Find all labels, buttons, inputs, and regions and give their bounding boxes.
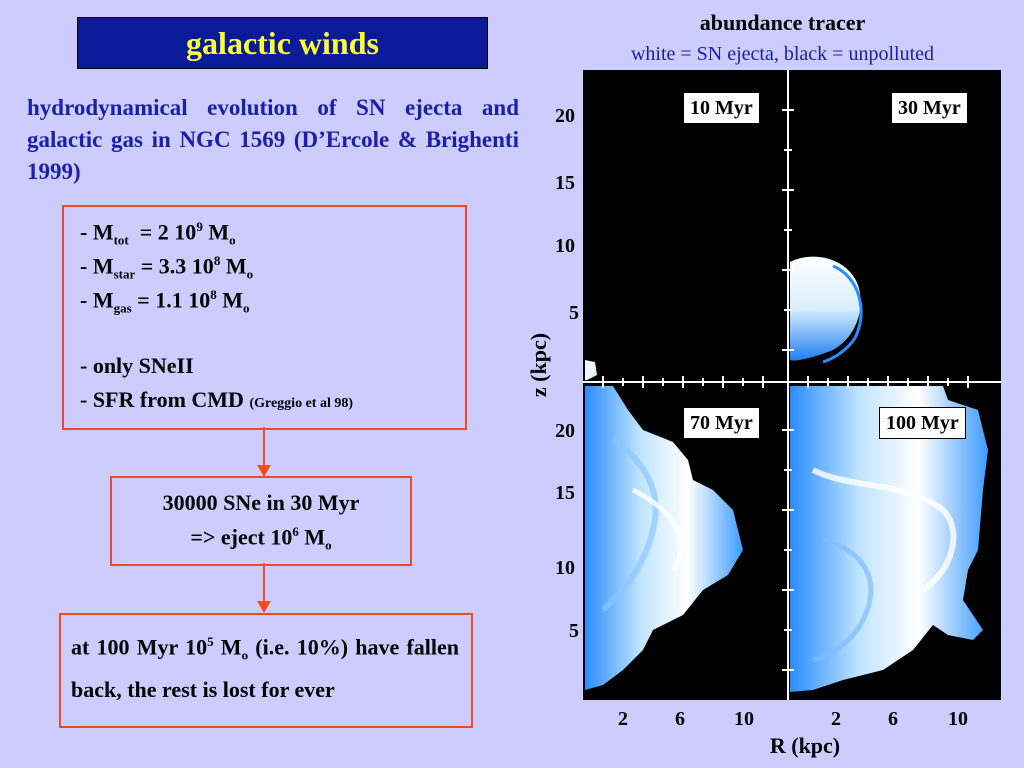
y-axis-label: z (kpc) <box>526 332 551 398</box>
result-box: at 100 Myr 105 Mo (i.e. 10%) have fallen… <box>59 613 473 728</box>
panel-70myr-gas <box>585 386 743 690</box>
title-banner: galactic winds <box>77 17 488 69</box>
panel-label-10myr: 10 Myr <box>683 92 760 124</box>
simulation-panels <box>583 70 1001 700</box>
sfr-line: - SFR from CMD (Greggio et al 98) <box>80 387 353 412</box>
plot-subtitle: white = SN ejecta, black = unpolluted <box>630 43 935 65</box>
arrow-2-line <box>263 563 265 603</box>
mgas-line: - Mgas = 1.1 108 Mo <box>80 287 250 316</box>
ytick-bottom-15: 15 <box>555 482 575 504</box>
panel-label-70myr: 70 Myr <box>683 407 760 439</box>
panel-label-100myr: 100 Myr <box>879 407 966 439</box>
simulation-plot: 10 Myr 30 Myr 70 Myr 100 Myr <box>583 70 1001 700</box>
xtick-right-6: 6 <box>888 708 898 730</box>
result-text: at 100 Myr 105 Mo (i.e. 10%) have fallen… <box>71 634 459 702</box>
panel-label-30myr: 30 Myr <box>891 92 968 124</box>
ytick-bottom-5: 5 <box>569 620 579 642</box>
ytick-bottom-10: 10 <box>555 557 575 579</box>
plot-title: abundance tracer <box>699 10 866 35</box>
ytick-top-5: 5 <box>569 302 579 324</box>
panel-100myr-gas <box>790 386 988 692</box>
xtick-right-2: 2 <box>831 708 841 730</box>
ejection-box: 30000 SNe in 30 Myr => eject 106 Mo <box>110 476 412 566</box>
ytick-bottom-20: 20 <box>555 420 575 442</box>
page-title: galactic winds <box>186 24 379 61</box>
panel-30myr-gas <box>790 256 861 361</box>
ejection-line-2: => eject 106 Mo <box>190 524 332 553</box>
intro-text: hydrodynamical evolution of SN ejecta an… <box>27 95 519 184</box>
xtick-left-6: 6 <box>675 708 685 730</box>
ytick-top-20: 20 <box>555 105 575 127</box>
parameters-box: - Mtot = 2 109 Mo - Mstar = 3.3 108 Mo -… <box>62 205 467 430</box>
x-axis-label: R (kpc) <box>769 733 841 758</box>
sn-type-line: - only SNeII <box>80 353 194 378</box>
ejection-line-1: 30000 SNe in 30 Myr <box>162 490 360 515</box>
divider-ticks <box>602 376 969 388</box>
vertical-divider-ticks <box>782 109 794 671</box>
xtick-right-10: 10 <box>948 708 968 730</box>
sfr-reference: (Greggio et al 98) <box>249 396 353 411</box>
ytick-top-10: 10 <box>555 235 575 257</box>
xtick-left-10: 10 <box>734 708 754 730</box>
arrow-1-head <box>257 465 271 477</box>
mtot-line: - Mtot = 2 109 Mo <box>80 219 236 248</box>
arrow-1-line <box>263 427 265 467</box>
panel-10myr-gas <box>585 360 597 380</box>
mstar-line: - Mstar = 3.3 108 Mo <box>80 253 254 282</box>
ytick-top-15: 15 <box>555 172 575 194</box>
arrow-2-head <box>257 601 271 613</box>
xtick-left-2: 2 <box>618 708 628 730</box>
